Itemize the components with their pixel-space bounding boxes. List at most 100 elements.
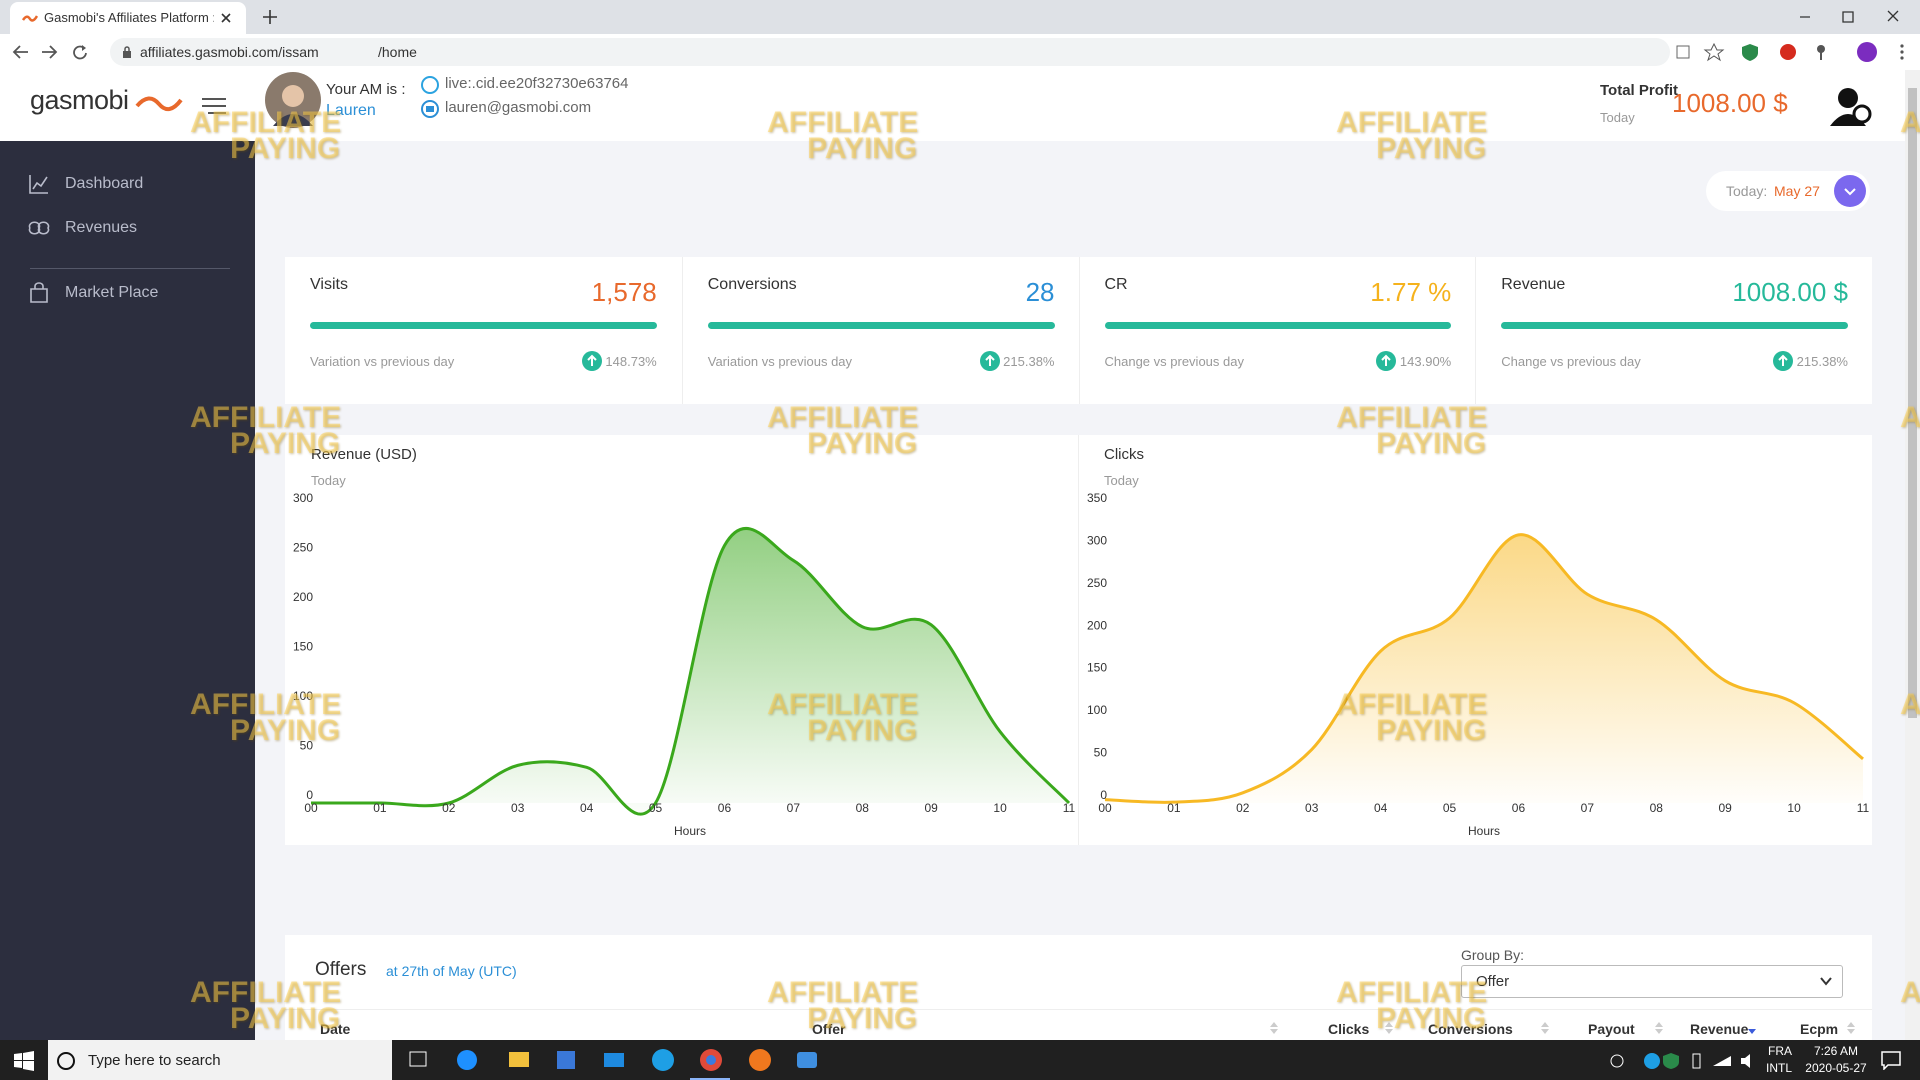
stat-label: CR xyxy=(1104,276,1128,293)
column-header[interactable]: Ecpm xyxy=(1800,1021,1839,1037)
y-tick-label: 300 xyxy=(293,491,313,505)
x-tick-label: 06 xyxy=(1512,801,1526,815)
sidebar-label: Market Place xyxy=(65,284,159,301)
icon-arrow xyxy=(1778,354,1788,366)
sort-arrows xyxy=(1655,1022,1663,1034)
browser-tab[interactable]: Gasmobi's Affiliates Platform :: D xyxy=(10,2,246,34)
sidebar-item[interactable]: Dashboard xyxy=(0,169,255,199)
icon-path xyxy=(30,282,48,303)
stat-value: 28 xyxy=(1025,277,1055,307)
column-header[interactable]: Offer xyxy=(812,1021,846,1037)
x-tick-label: 10 xyxy=(1787,801,1801,815)
x-tick-label: 03 xyxy=(1305,801,1319,815)
pinned-apps[interactable] xyxy=(405,1046,825,1074)
sidebar-label: Revenues xyxy=(65,219,138,236)
nav-buttons[interactable] xyxy=(12,42,92,62)
tab-title: Gasmobi's Affiliates Platform :: D xyxy=(44,10,214,25)
x-tick-label: 01 xyxy=(1167,801,1181,815)
column-header[interactable]: Revenue xyxy=(1690,1021,1749,1037)
stat-note: Change vs previous day xyxy=(1104,354,1244,369)
sort-arrows xyxy=(1847,1022,1855,1034)
sort-icon[interactable] xyxy=(1748,1021,1756,1035)
lock-icon xyxy=(123,46,131,58)
stat-change: 148.73% xyxy=(605,354,657,369)
chart-divider xyxy=(1078,435,1079,845)
column-header[interactable]: Conversions xyxy=(1428,1021,1513,1037)
window-controls[interactable] xyxy=(1795,8,1905,26)
new-tab[interactable] xyxy=(262,9,278,25)
skype-id[interactable]: live:.cid.ee20f32730e63764 xyxy=(445,75,629,92)
chart-title: Clicks xyxy=(1104,446,1144,463)
icon-arrow xyxy=(1381,354,1391,366)
scroll-thumb[interactable] xyxy=(1908,88,1917,718)
email[interactable]: lauren@gasmobi.com xyxy=(445,99,592,116)
stats-panel: Visits 1,578 Variation vs previous day 148.… xyxy=(285,257,1872,404)
user-menu[interactable] xyxy=(1828,84,1872,128)
tab-close[interactable] xyxy=(220,12,232,24)
url-box[interactable]: affiliates.gasmobi.com/issam /home xyxy=(110,38,1670,66)
language[interactable]: FRA xyxy=(1768,1044,1792,1058)
date-toggle[interactable] xyxy=(1834,175,1866,207)
keyboard-layout[interactable]: INTL xyxy=(1766,1061,1793,1075)
search-box[interactable]: Type here to search xyxy=(48,1040,392,1080)
table-header: Date Offer Clicks Conversions Payout Revenue E… xyxy=(285,1017,1872,1040)
y-tick-label: 350 xyxy=(1087,491,1107,505)
app-header: gasmobi Your AM is : Lauren live:.cid.ee… xyxy=(0,70,1905,141)
sort-icon[interactable] xyxy=(1270,1021,1278,1035)
y-tick-label: 100 xyxy=(1087,703,1107,717)
clock-time[interactable]: 7:26 AM xyxy=(1813,1044,1859,1058)
y-tick-label: 100 xyxy=(293,689,313,703)
sort-icon[interactable] xyxy=(1655,1021,1663,1035)
x-tick-label: 02 xyxy=(1236,801,1250,815)
clock-date[interactable]: 2020-05-27 xyxy=(1805,1061,1867,1075)
sort-icon[interactable] xyxy=(1385,1021,1393,1035)
search-placeholder: Type here to search xyxy=(88,1052,221,1069)
start-button[interactable] xyxy=(14,1051,34,1071)
change-icon xyxy=(1773,351,1793,371)
line xyxy=(1104,533,1864,804)
icon-path xyxy=(29,175,48,194)
search-icon xyxy=(57,1052,75,1070)
x-tick-label: 09 xyxy=(925,801,939,815)
am-label: Your AM is : xyxy=(326,81,406,98)
sort-arrows xyxy=(1748,1029,1756,1034)
column-header[interactable]: Date xyxy=(320,1021,351,1037)
group-by-select[interactable]: Offer xyxy=(1461,965,1843,998)
total-profit-period: Today xyxy=(1600,110,1635,125)
sidebar-item[interactable]: Revenues xyxy=(0,213,255,243)
stat-note: Variation vs previous day xyxy=(707,354,853,369)
column-header[interactable]: Clicks xyxy=(1328,1021,1370,1037)
system-tray[interactable] xyxy=(1605,1050,1755,1072)
x-tick-label: 02 xyxy=(442,801,456,815)
logo[interactable]: gasmobi xyxy=(30,85,129,115)
am-avatar xyxy=(265,72,321,128)
date-picker[interactable]: Today: May 27 xyxy=(1706,171,1870,211)
sort-icon[interactable] xyxy=(1541,1021,1549,1035)
y-tick-label: 0 xyxy=(306,788,313,802)
progress-bar xyxy=(1104,322,1452,329)
sort-arrows xyxy=(1270,1022,1278,1034)
icon-path xyxy=(28,221,50,235)
x-tick-label: 00 xyxy=(1098,801,1112,815)
am-name[interactable]: Lauren xyxy=(326,102,376,119)
sort-icon[interactable] xyxy=(1847,1021,1855,1035)
menu-toggle[interactable] xyxy=(200,96,228,116)
column-header[interactable]: Payout xyxy=(1588,1021,1635,1037)
x-tick-label: 08 xyxy=(856,801,870,815)
y-tick-label: 50 xyxy=(300,739,314,753)
scrollbar[interactable] xyxy=(1905,70,1920,1040)
x-tick-label: 00 xyxy=(304,801,318,815)
stat-change: 143.90% xyxy=(1399,354,1452,369)
charts-panel: Revenue (USD) Today 0 50 100 150 200 250 300 00 01… xyxy=(285,435,1872,845)
y-tick-label: 200 xyxy=(1087,618,1107,632)
sidebar-label: Dashboard xyxy=(65,175,144,192)
y-tick-label: 200 xyxy=(293,590,313,604)
x-tick-label: 04 xyxy=(580,801,594,815)
notifications[interactable] xyxy=(1880,1050,1902,1070)
extension-icons[interactable] xyxy=(1670,41,1910,63)
stat-card: Revenue 1008.00 $ Change vs previous day 21… xyxy=(1475,257,1873,404)
x-tick-label: 11 xyxy=(1857,801,1870,815)
sidebar-item[interactable]: Market Place xyxy=(0,278,255,308)
sidebar-icon xyxy=(28,221,50,235)
